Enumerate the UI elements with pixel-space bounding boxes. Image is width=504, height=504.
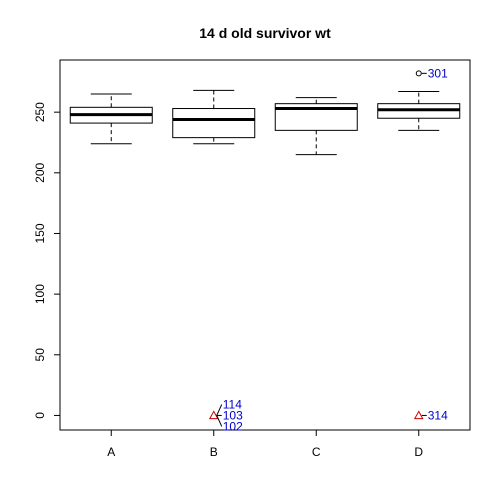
outlier-D: 314 bbox=[413, 408, 448, 422]
outlier-triangle bbox=[208, 410, 219, 420]
box-B bbox=[172, 89, 256, 145]
outlier-leader bbox=[216, 415, 223, 427]
y-tick-label: 100 bbox=[33, 284, 47, 304]
outlier-triangle bbox=[413, 410, 424, 420]
y-tick-label: 200 bbox=[33, 162, 47, 182]
outlier-label: 102 bbox=[223, 419, 243, 433]
x-tick-label: D bbox=[414, 445, 423, 459]
outlier-circle bbox=[415, 70, 422, 77]
outlier-label: 301 bbox=[428, 66, 448, 80]
chart-title: 14 d old survivor wt bbox=[199, 25, 331, 41]
box-D bbox=[377, 91, 461, 131]
outlier-label: 314 bbox=[428, 408, 448, 422]
box-C bbox=[274, 97, 358, 156]
x-tick-label: B bbox=[210, 445, 218, 459]
y-tick-label: 0 bbox=[33, 412, 47, 419]
outlier-label: 103 bbox=[223, 408, 243, 422]
x-tick-label: C bbox=[312, 445, 321, 459]
y-tick-label: 150 bbox=[33, 223, 47, 243]
outlier-D: 301 bbox=[415, 66, 448, 80]
outlier-label: 114 bbox=[223, 397, 242, 411]
plot-frame bbox=[59, 59, 471, 431]
x-axis: A B C D bbox=[107, 430, 423, 459]
y-tick-label: 250 bbox=[33, 102, 47, 122]
box-A bbox=[69, 93, 153, 145]
y-tick-label: 50 bbox=[33, 348, 47, 362]
outlier-leader bbox=[216, 404, 223, 416]
y-axis: 0 50 100 150 200 250 bbox=[33, 102, 60, 419]
x-tick-label: A bbox=[107, 445, 115, 459]
iqr-box bbox=[172, 108, 256, 139]
box-group bbox=[69, 89, 461, 156]
